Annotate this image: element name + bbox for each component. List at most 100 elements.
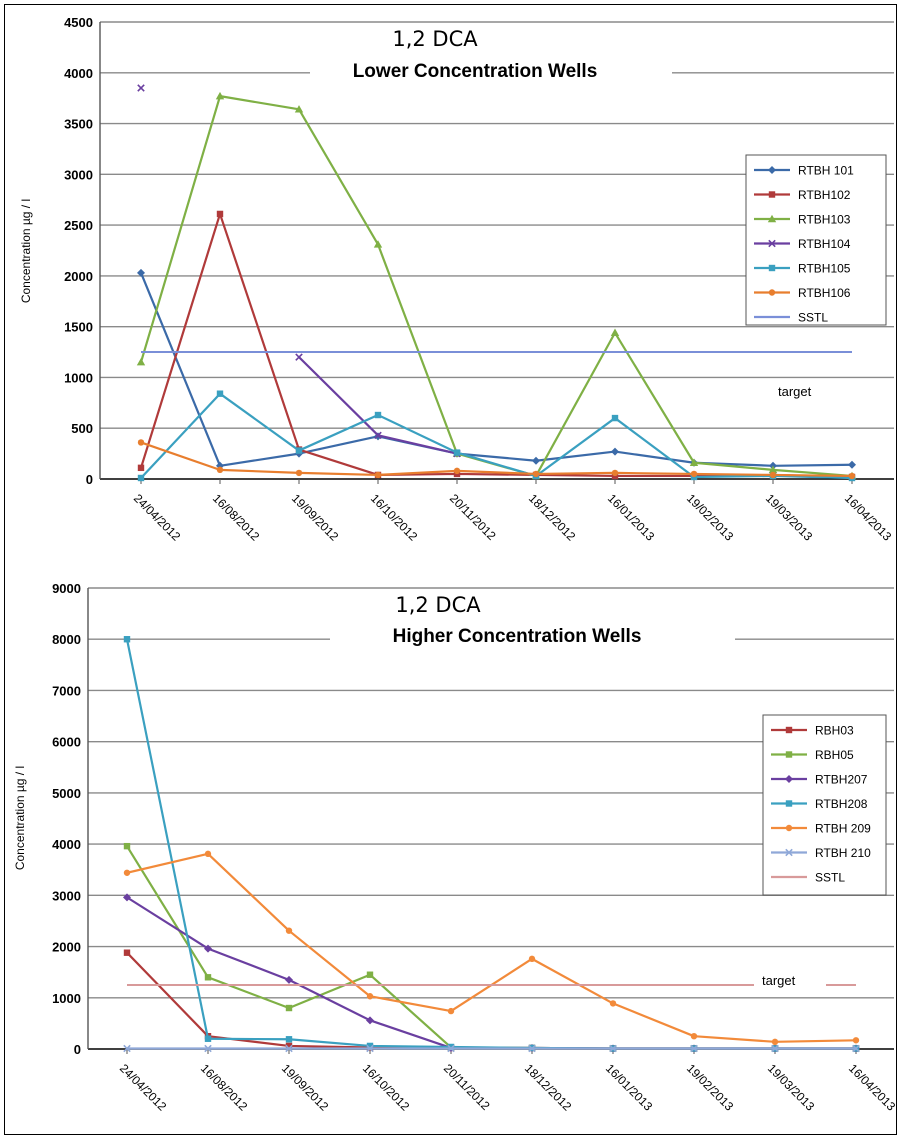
data-point: [771, 1044, 779, 1053]
legend-box: [762, 714, 887, 896]
x-tick-label: 16/04/2013: [846, 1061, 899, 1114]
y-tick-label: 4500: [64, 15, 93, 30]
data-point: [216, 390, 224, 397]
data-point: [690, 470, 698, 478]
y-tick-label: 0: [86, 472, 93, 487]
data-point: [137, 439, 145, 446]
y-tick-label: 6000: [52, 735, 81, 750]
legend-item: RTBH 101: [754, 164, 854, 178]
x-tick-label: 16/10/2012: [360, 1061, 413, 1114]
x-tick-label: 16/01/2013: [603, 1061, 656, 1114]
data-point: [295, 469, 303, 477]
y-tick-label: 1000: [64, 370, 93, 385]
legend-item: RTBH 209: [771, 822, 871, 836]
series-rtbh207: [123, 893, 860, 1053]
legend-marker: [767, 214, 777, 223]
legend-label: SSTL: [798, 311, 828, 325]
x-tick-label: 19/03/2013: [765, 1061, 818, 1114]
series-line: [139, 272, 853, 467]
data-point: [532, 470, 540, 478]
legend-label: SSTL: [815, 871, 845, 885]
x-tick-label: 19/09/2012: [279, 1061, 332, 1114]
data-point: [285, 1044, 293, 1053]
y-tick-label: 3000: [64, 167, 93, 182]
chart-2: 0 1000 2000 3000 4000 5000 6000 7000 8000 9000 24/…: [13, 581, 898, 1114]
x-tick-label: 18/12/2012: [522, 1061, 575, 1114]
legend-marker: [785, 751, 793, 758]
target-annotation: target: [762, 973, 796, 988]
series-line: [139, 95, 853, 478]
legend-marker: [785, 800, 793, 807]
x-tick-label: 19/02/2013: [684, 491, 737, 544]
y-axis-label: Concentration µg / l: [13, 766, 27, 870]
x-tick-label: 20/11/2012: [447, 491, 499, 543]
data-point: [373, 240, 383, 248]
legend-marker: [768, 166, 776, 174]
legend-marker: [768, 191, 776, 198]
legend-label: RBH05: [815, 748, 854, 762]
legend-label: RTBH104: [798, 237, 851, 251]
data-point: [374, 431, 382, 440]
x-tick-label: 24/04/2012: [117, 1061, 170, 1114]
data-point: [610, 328, 620, 336]
data-point: [690, 1044, 698, 1053]
legend-label: RTBH102: [798, 188, 851, 202]
x-tick-label: 16/08/2012: [210, 491, 263, 544]
y-tick-label: 5000: [52, 786, 81, 801]
series-rtbh-210: [123, 1044, 860, 1053]
data-point: [768, 465, 778, 474]
legend-item: RTBH106: [754, 286, 851, 300]
data-point: [611, 447, 619, 456]
data-point: [532, 456, 540, 465]
data-point: [528, 955, 536, 963]
data-point: [528, 1044, 536, 1053]
data-point: [204, 850, 212, 858]
y-tick-label: 3000: [52, 888, 81, 903]
x-tick-label: 16/08/2012: [198, 1061, 251, 1114]
x-tick-label: 18/12/2012: [526, 491, 579, 544]
x-tick-label: 16/04/2013: [842, 491, 895, 544]
data-point: [215, 91, 225, 100]
title-bg: [310, 55, 672, 85]
legend-marker: [785, 848, 793, 857]
legend-item: RBH03: [771, 724, 854, 738]
legend-label: RTBH 210: [815, 846, 871, 860]
data-point: [609, 1044, 617, 1053]
data-point: [123, 869, 131, 876]
data-point: [137, 84, 145, 92]
series-rtbh106: [137, 439, 856, 480]
chart-title: 1,2 DCA: [392, 27, 478, 51]
series-line: [139, 212, 853, 479]
legend-item: RTBH103: [754, 213, 851, 227]
legend-marker: [768, 289, 776, 296]
legend: RBH03 RBH05 RTBH207 RTBH208 RTBH 209 RTBH 210…: [762, 714, 887, 896]
data-point: [447, 1044, 455, 1053]
data-point: [295, 447, 303, 454]
title-bg: [375, 24, 495, 52]
data-point: [611, 414, 619, 422]
y-tick-label: 0: [74, 1042, 81, 1057]
y-tick-label: 1500: [64, 320, 93, 335]
target-bg: [754, 971, 826, 991]
data-point: [447, 1043, 455, 1051]
legend-item: RBH05: [771, 748, 854, 762]
series-line: [140, 441, 853, 478]
data-point: [216, 466, 224, 474]
series-line: [140, 392, 853, 480]
chart-1: 0 500 1000 1500 2000 2500 3000 3500 4000 4500 24/0…: [19, 15, 894, 544]
data-point: [285, 975, 293, 984]
data-point: [136, 358, 146, 366]
legend-label: RTBH106: [798, 286, 851, 300]
data-point: [204, 944, 212, 953]
figure-frame: [4, 4, 897, 1135]
x-tick-label: 19/09/2012: [289, 491, 342, 544]
data-point: [204, 1035, 212, 1042]
data-point: [609, 1000, 617, 1007]
series-rtbh104: [137, 84, 461, 458]
data-point: [852, 1044, 860, 1053]
y-tick-label: 2500: [64, 218, 93, 233]
data-point: [295, 353, 303, 361]
legend-marker: [785, 824, 793, 832]
legend-label: RTBH105: [798, 262, 851, 276]
y-tick-label: 2000: [64, 269, 93, 284]
